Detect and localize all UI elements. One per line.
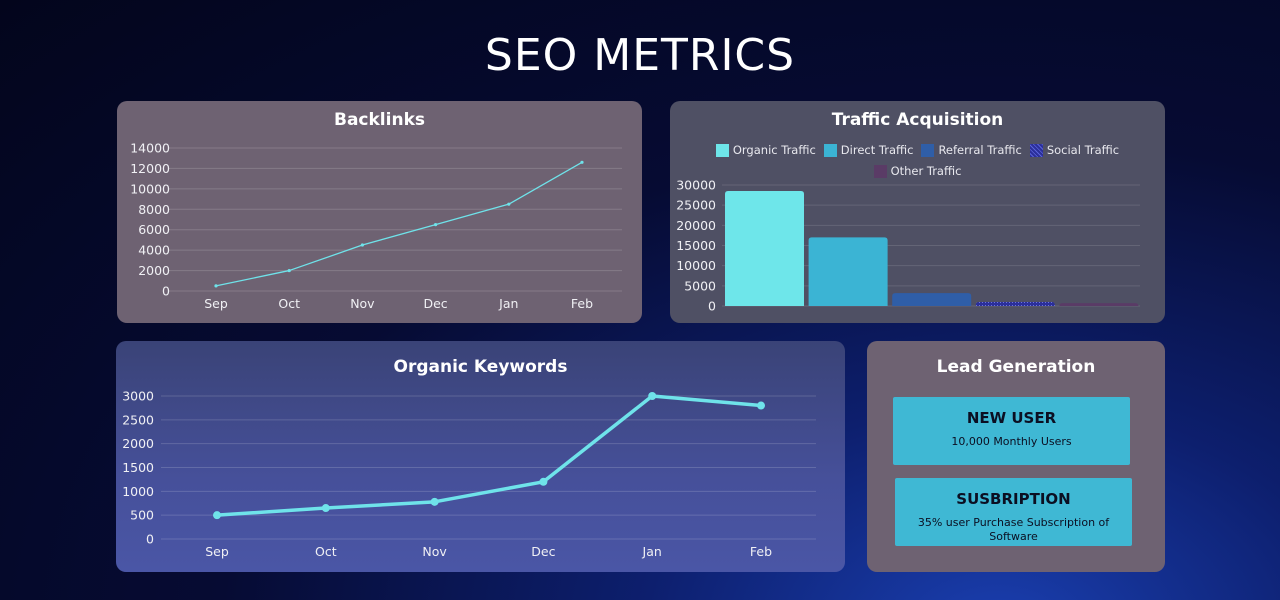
y-tick-label: 15000 (676, 238, 716, 253)
data-point (507, 202, 511, 206)
bar-referral-traffic (892, 293, 972, 306)
legend-label-referral: Referral Traffic (938, 143, 1022, 157)
data-point (287, 268, 291, 273)
legend-item-social: Social Traffic (1029, 143, 1120, 157)
bar-organic-traffic (725, 191, 804, 306)
backlinks-title: Backlinks (334, 110, 425, 130)
new-user-card-title: NEW USER (966, 409, 1057, 427)
data-point (430, 497, 439, 506)
y-tick-label: 2000 (138, 263, 170, 278)
y-tick-label: 30000 (676, 178, 716, 193)
keywords-title: Organic Keywords (393, 357, 568, 377)
data-point (648, 392, 657, 400)
x-tick-label: Dec (531, 544, 555, 559)
y-tick-label: 0 (708, 299, 716, 314)
data-point (213, 511, 221, 520)
data-point (360, 243, 364, 247)
x-tick-label: Oct (278, 296, 300, 311)
series-line (215, 161, 583, 287)
y-tick-label: 500 (130, 508, 154, 523)
legend-item-other: Other Traffic (873, 164, 962, 178)
traffic-chart: 0 5000 10000 15000 20000 25000 30000 (676, 178, 1140, 314)
x-tick-label: Oct (315, 544, 337, 559)
legend-swatch-social (1029, 143, 1043, 157)
subscription-card-text: 35% user Purchase Subscription of Softwa… (917, 516, 1110, 543)
y-tick-label: 2500 (122, 412, 154, 427)
new-user-card: NEW USER 10,000 Monthly Users (893, 397, 1130, 465)
legend-swatch-organic (715, 143, 729, 157)
y-tick-label: 2000 (122, 436, 154, 451)
backlinks-panel: Backlinks 0 2000 4000 6000 8000 10000 12000 140… (117, 101, 642, 323)
x-tick-label: Sep (205, 544, 229, 559)
legend-label-social: Social Traffic (1046, 143, 1120, 157)
legend-item-direct: Direct Traffic (823, 143, 914, 157)
y-tick-label: 25000 (676, 198, 716, 213)
x-tick-label: Feb (750, 544, 772, 559)
y-tick-label: 1000 (122, 484, 154, 499)
legend-label-other: Other Traffic (890, 164, 962, 178)
y-tick-label: 5000 (684, 278, 716, 293)
x-tick-label: Nov (422, 544, 447, 559)
x-tick-label: Jan (498, 296, 518, 311)
series-line (216, 394, 762, 517)
y-tick-label: 1500 (122, 460, 154, 475)
data-point (214, 284, 218, 288)
data-point (757, 401, 765, 410)
legend-label-organic: Organic Traffic (732, 143, 816, 157)
x-tick-label: Nov (350, 296, 375, 311)
traffic-legend: Organic Traffic Direct Traffic Referral … (670, 143, 1165, 185)
y-tick-label: 12000 (130, 161, 170, 176)
data-point (539, 477, 548, 486)
subscription-card: SUSBRIPTION 35% user Purchase Subscripti… (895, 478, 1132, 546)
keywords-chart: 0 500 1000 1500 2000 2500 3000 Sep Oct Nov Dec Jan F… (122, 389, 816, 559)
bar-other-traffic (1059, 303, 1139, 307)
traffic-panel: Traffic Acquisition Organic Traffic Dire… (670, 101, 1165, 323)
data-point (580, 160, 584, 164)
legend-swatch-referral (921, 143, 935, 157)
subscription-card-title: SUSBRIPTION (956, 490, 1071, 508)
page-title: SEO METRICS (484, 30, 796, 81)
bar-social-traffic (975, 301, 1055, 306)
lead-panel: Lead Generation NEW USER 10,000 Monthly … (867, 341, 1165, 572)
y-tick-label: 0 (162, 284, 170, 299)
data-point (434, 223, 438, 227)
legend-item-referral: Referral Traffic (921, 143, 1022, 157)
legend-item-organic: Organic Traffic (715, 143, 816, 157)
y-tick-label: 8000 (138, 202, 170, 217)
y-tick-label: 6000 (138, 222, 170, 237)
y-tick-label: 0 (146, 532, 154, 547)
x-tick-label: Feb (571, 296, 593, 311)
legend-swatch-other (873, 164, 887, 178)
legend-swatch-direct (823, 143, 837, 157)
legend-label-direct: Direct Traffic (840, 143, 914, 157)
y-tick-label: 14000 (130, 141, 170, 156)
backlinks-chart: 0 2000 4000 6000 8000 10000 12000 14000 Sep Oct No… (130, 141, 622, 311)
y-tick-label: 4000 (138, 243, 170, 258)
y-tick-label: 3000 (122, 389, 154, 404)
y-tick-label: 10000 (130, 181, 170, 196)
new-user-card-text: 10,000 Monthly Users (951, 435, 1072, 448)
data-point (321, 504, 330, 513)
y-tick-label: 10000 (676, 258, 716, 273)
y-tick-label: 20000 (676, 218, 716, 233)
keywords-panel: Organic Keywords 0 500 1000 1500 2000 2500 300… (116, 341, 845, 572)
x-tick-label: Sep (204, 296, 228, 311)
lead-title: Lead Generation (936, 357, 1096, 377)
bar-direct-traffic (808, 237, 888, 306)
x-tick-label: Dec (423, 296, 447, 311)
traffic-title: Traffic Acquisition (831, 110, 1004, 130)
x-tick-label: Jan (642, 544, 662, 559)
